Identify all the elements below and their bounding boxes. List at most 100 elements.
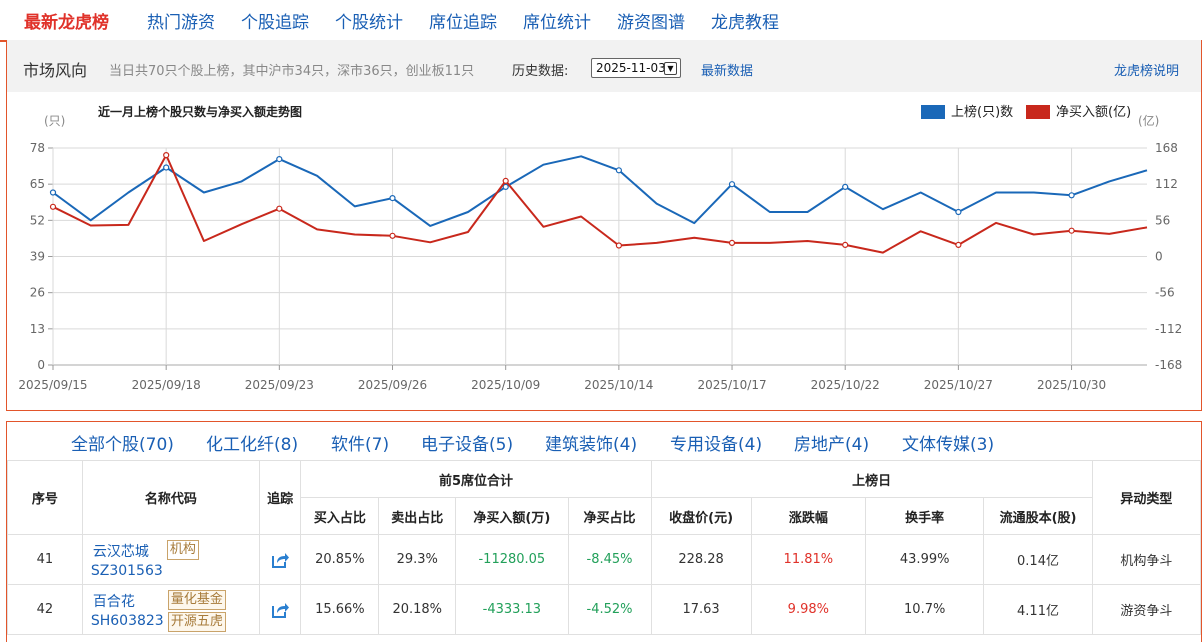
header-change[interactable]: 涨跌幅 bbox=[750, 497, 867, 535]
data-point-netbuy bbox=[842, 241, 849, 248]
header-net-buy[interactable]: 净买入额(万) bbox=[455, 497, 569, 535]
market-panel: 市场风向 当日共70只个股上榜，其中沪市34只，深市36只，创业板11只 历史数… bbox=[6, 40, 1202, 411]
chart-title: 近一月上榜个股只数与净买入额走势图 bbox=[98, 104, 302, 119]
series-line-count bbox=[52, 155, 1148, 227]
stock-tag[interactable]: 机构 bbox=[166, 540, 199, 560]
lhb-explain-link[interactable]: 龙虎榜说明 bbox=[1114, 64, 1180, 79]
share-track-icon[interactable] bbox=[270, 600, 290, 620]
data-point-count bbox=[955, 208, 962, 216]
right-tick-label: 112 bbox=[1155, 177, 1178, 191]
data-point-count bbox=[842, 183, 849, 191]
nav-brand-latest-lhb[interactable]: 最新龙虎榜 bbox=[24, 13, 109, 33]
header-close-price[interactable]: 收盘价(元) bbox=[650, 497, 752, 535]
right-axis-ticks: -168 -112 -56 0 56 112 168 bbox=[1155, 141, 1182, 372]
tab-real-estate[interactable]: 房地产(4) bbox=[794, 435, 870, 455]
data-point-netbuy bbox=[276, 205, 283, 212]
header-listing-day: 上榜日 bbox=[650, 460, 1093, 498]
stock-name-link[interactable]: 云汉芯城 bbox=[92, 544, 149, 560]
tab-electronic-equipment[interactable]: 电子设备(5) bbox=[421, 435, 514, 455]
header-seq: 序号 bbox=[7, 460, 83, 535]
series-line-netbuy bbox=[52, 154, 1148, 254]
left-tick-label: 65 bbox=[30, 177, 45, 191]
x-tick-label: 2025/10/22 bbox=[811, 378, 880, 392]
stock-table-panel: 全部个股(70) 化工化纤(8) 软件(7) 电子设备(5) 建筑装饰(4) 专… bbox=[6, 421, 1202, 642]
row-anomaly-type: 机构争斗 bbox=[1091, 534, 1202, 585]
tab-software[interactable]: 软件(7) bbox=[331, 435, 390, 455]
table-row: 42 百合花 SH603823 量化基金 开源五虎 15.66% 20.18% … bbox=[7, 584, 1202, 635]
row-close-price: 228.28 bbox=[650, 534, 752, 585]
header-turnover[interactable]: 换手率 bbox=[864, 497, 985, 535]
chart-grid bbox=[48, 147, 1147, 370]
x-axis-ticks: 2025/09/15 2025/09/18 2025/09/23 2025/09/26… bbox=[18, 378, 1106, 392]
stock-code-link[interactable]: SZ301563 bbox=[90, 563, 163, 579]
x-tick-label: 2025/10/09 bbox=[471, 378, 540, 392]
row-buy-ratio: 20.85% bbox=[300, 534, 380, 585]
share-track-icon[interactable] bbox=[270, 550, 290, 570]
data-point-count bbox=[1068, 192, 1075, 199]
top-nav: 最新龙虎榜 热门游资 个股追踪 个股统计 席位追踪 席位统计 游资图谱 龙虎教程 bbox=[0, 0, 1202, 42]
header-net-ratio[interactable]: 净买占比 bbox=[567, 497, 652, 535]
data-point-count bbox=[502, 183, 509, 191]
data-point-netbuy bbox=[163, 151, 170, 159]
right-tick-label: -168 bbox=[1155, 358, 1182, 372]
header-anomaly-type: 异动类型 bbox=[1091, 460, 1202, 535]
header-buy-ratio[interactable]: 买入占比 bbox=[300, 497, 380, 535]
tab-all-stocks[interactable]: 全部个股(70) bbox=[71, 435, 174, 455]
left-tick-label: 52 bbox=[30, 213, 45, 227]
x-tick-label: 2025/09/23 bbox=[245, 378, 314, 392]
nav-stock-stats[interactable]: 个股统计 bbox=[335, 13, 403, 33]
row-turnover: 43.99% bbox=[864, 534, 985, 585]
row-name-code: 百合花 SH603823 量化基金 开源五虎 bbox=[81, 584, 260, 635]
row-change: 9.98% bbox=[750, 584, 867, 635]
left-axis-ticks: 0 13 26 39 52 65 78 bbox=[30, 141, 45, 372]
x-tick-label: 2025/10/30 bbox=[1037, 378, 1106, 392]
row-change: 11.81% bbox=[750, 534, 867, 585]
row-name-code: 云汉芯城 SZ301563 机构 bbox=[81, 534, 260, 585]
row-net-buy: -4333.13 bbox=[455, 584, 569, 635]
chevron-down-icon: ▼ bbox=[664, 62, 677, 75]
right-tick-label: -56 bbox=[1155, 286, 1175, 300]
latest-data-link[interactable]: 最新数据 bbox=[701, 64, 754, 79]
header-float-shares[interactable]: 流通股本(股) bbox=[983, 497, 1093, 535]
row-track bbox=[258, 584, 302, 635]
legend-label-count[interactable]: 上榜(只)数 bbox=[951, 104, 1013, 120]
left-axis-unit: (只) bbox=[44, 114, 65, 128]
tab-construction-decoration[interactable]: 建筑装饰(4) bbox=[545, 435, 638, 455]
history-date-select[interactable]: 2025-11-03 ▼ bbox=[591, 58, 681, 78]
row-net-buy: -11280.05 bbox=[455, 534, 569, 585]
nav-fund-graph[interactable]: 游资图谱 bbox=[617, 13, 685, 33]
industry-tabs: 全部个股(70) 化工化纤(8) 软件(7) 电子设备(5) 建筑装饰(4) 专… bbox=[7, 422, 1201, 460]
nav-stock-track[interactable]: 个股追踪 bbox=[241, 13, 309, 33]
data-point-count bbox=[389, 194, 396, 202]
tab-culture-media[interactable]: 文体传媒(3) bbox=[902, 435, 995, 455]
tab-chemical-fiber[interactable]: 化工化纤(8) bbox=[206, 435, 299, 455]
data-point-count bbox=[728, 181, 736, 188]
header-name-code: 名称代码 bbox=[81, 460, 260, 535]
x-tick-label: 2025/10/27 bbox=[924, 378, 993, 392]
trend-chart: 近一月上榜个股只数与净买入额走势图 (只) (亿) 上榜(只)数 净买入额(亿)… bbox=[18, 104, 1182, 392]
stock-code-link[interactable]: SH603823 bbox=[90, 613, 164, 629]
row-net-ratio: -4.52% bbox=[567, 584, 652, 635]
nav-tutorial[interactable]: 龙虎教程 bbox=[711, 13, 779, 33]
row-seq: 41 bbox=[7, 534, 83, 585]
right-tick-label: 168 bbox=[1155, 141, 1178, 155]
tab-special-equipment[interactable]: 专用设备(4) bbox=[670, 435, 763, 455]
data-point-netbuy bbox=[502, 177, 509, 185]
row-float-shares: 4.11亿 bbox=[983, 584, 1093, 635]
right-tick-label: 0 bbox=[1155, 250, 1163, 264]
nav-hot-funds[interactable]: 热门游资 bbox=[147, 13, 215, 33]
stock-name-link[interactable]: 百合花 bbox=[92, 594, 135, 610]
header-sell-ratio[interactable]: 卖出占比 bbox=[378, 497, 457, 535]
stock-tag[interactable]: 量化基金 bbox=[167, 590, 226, 610]
right-tick-label: -112 bbox=[1155, 322, 1182, 336]
data-point-netbuy bbox=[955, 241, 962, 248]
stock-tag[interactable]: 开源五虎 bbox=[167, 612, 226, 632]
nav-seat-stats[interactable]: 席位统计 bbox=[523, 13, 591, 33]
x-tick-label: 2025/09/15 bbox=[18, 378, 87, 392]
data-point-netbuy bbox=[49, 203, 57, 210]
header-track: 追踪 bbox=[258, 460, 302, 535]
chart-legend[interactable]: 上榜(只)数 净买入额(亿) bbox=[921, 104, 1131, 120]
legend-label-netbuy[interactable]: 净买入额(亿) bbox=[1056, 105, 1131, 120]
nav-seat-track[interactable]: 席位追踪 bbox=[429, 13, 497, 33]
left-tick-label: 39 bbox=[30, 250, 45, 264]
